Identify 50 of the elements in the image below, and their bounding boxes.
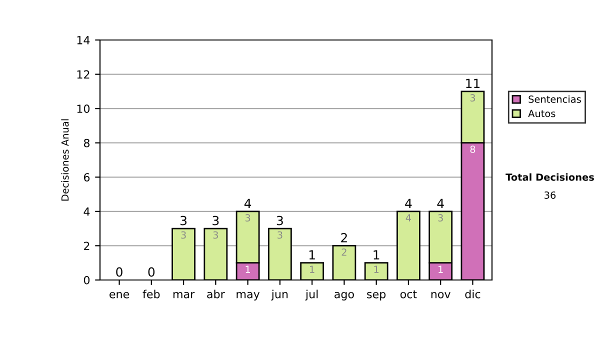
data-label: 3 — [278, 231, 282, 239]
total-label: 3 — [180, 216, 187, 226]
x-tick-label: nov — [431, 292, 450, 298]
text: 36 — [544, 191, 556, 199]
x-tick-label: ene — [110, 292, 130, 298]
total-label: 4 — [244, 198, 252, 208]
y-tick-label: 14 — [77, 36, 90, 44]
text: Total Decisiones — [506, 173, 594, 181]
x-tick-label: jun — [271, 290, 288, 300]
x-tick-label: mar — [173, 292, 195, 298]
x-tick-label: abr — [207, 290, 225, 298]
total-label: 0 — [116, 267, 122, 277]
data-label: 3 — [470, 94, 476, 102]
total-label: 2 — [341, 232, 347, 242]
total-label: 1 — [309, 250, 315, 260]
total-label: 3 — [276, 216, 283, 226]
total-label: 0 — [148, 267, 155, 277]
total-label: 4 — [405, 198, 412, 208]
y-tick-label: 6 — [84, 173, 90, 182]
total-label: 11 — [466, 78, 480, 88]
data-label: 8 — [470, 146, 476, 153]
data-label: 3 — [245, 214, 250, 222]
x-tick-label: sep — [367, 292, 386, 300]
data-label: 2 — [342, 248, 346, 256]
data-label: 1 — [310, 266, 314, 273]
x-tick-label: ago — [334, 292, 354, 300]
data-label: 1 — [246, 266, 250, 273]
data-label: 1 — [374, 266, 379, 273]
data-label: 3 — [181, 231, 186, 239]
y-tick-label: 12 — [77, 70, 90, 79]
y-tick-label: 0 — [84, 276, 90, 284]
total-label: 4 — [437, 198, 444, 208]
data-label: 3 — [438, 214, 443, 222]
legend-label: Autos — [528, 110, 556, 118]
x-tick-label: dic — [465, 290, 480, 298]
y-axis-title: Decisiones Anual — [61, 119, 69, 201]
y-tick-label: 10 — [77, 104, 90, 113]
data-label: 4 — [406, 214, 412, 222]
x-tick-label: jul — [305, 290, 318, 300]
y-tick-label: 8 — [84, 138, 90, 148]
x-tick-label: oct — [400, 290, 417, 298]
total-label: 3 — [212, 216, 219, 226]
data-label: 1 — [438, 266, 443, 273]
y-tick-label: 4 — [84, 208, 90, 216]
y-tick-label: 2 — [84, 242, 90, 250]
legend-label: Sentencias — [528, 95, 581, 103]
x-tick-label: may — [236, 292, 260, 300]
x-tick-label: feb — [142, 290, 160, 298]
data-label: 3 — [213, 231, 218, 239]
total-label: 1 — [374, 250, 380, 260]
